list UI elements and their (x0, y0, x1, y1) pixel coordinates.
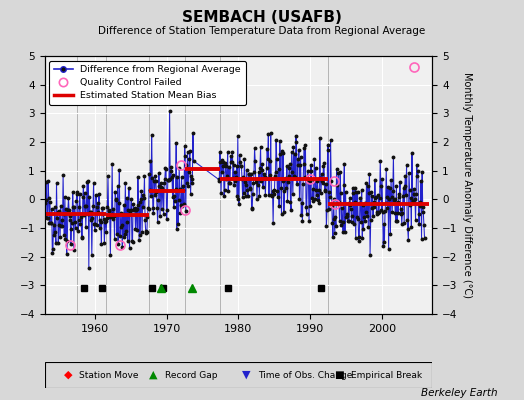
Text: ▼: ▼ (242, 370, 250, 380)
Text: ◆: ◆ (63, 370, 72, 380)
Text: Difference of Station Temperature Data from Regional Average: Difference of Station Temperature Data f… (99, 26, 425, 36)
Y-axis label: Monthly Temperature Anomaly Difference (°C): Monthly Temperature Anomaly Difference (… (462, 72, 472, 298)
Text: Record Gap: Record Gap (165, 370, 217, 380)
Text: ■: ■ (334, 370, 344, 380)
Text: Berkeley Earth: Berkeley Earth (421, 388, 498, 398)
Legend: Difference from Regional Average, Quality Control Failed, Estimated Station Mean: Difference from Regional Average, Qualit… (49, 61, 246, 105)
Text: Time of Obs. Change: Time of Obs. Change (258, 370, 352, 380)
Text: Station Move: Station Move (80, 370, 139, 380)
Text: SEMBACH (USAFB): SEMBACH (USAFB) (182, 10, 342, 25)
Text: ▲: ▲ (149, 370, 157, 380)
Text: Empirical Break: Empirical Break (351, 370, 422, 380)
